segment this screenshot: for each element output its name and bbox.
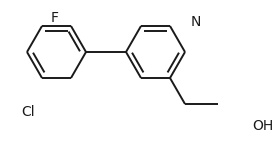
Text: OH: OH [252, 119, 272, 133]
Text: N: N [191, 15, 201, 29]
Text: Cl: Cl [21, 105, 35, 119]
Text: F: F [51, 11, 59, 25]
